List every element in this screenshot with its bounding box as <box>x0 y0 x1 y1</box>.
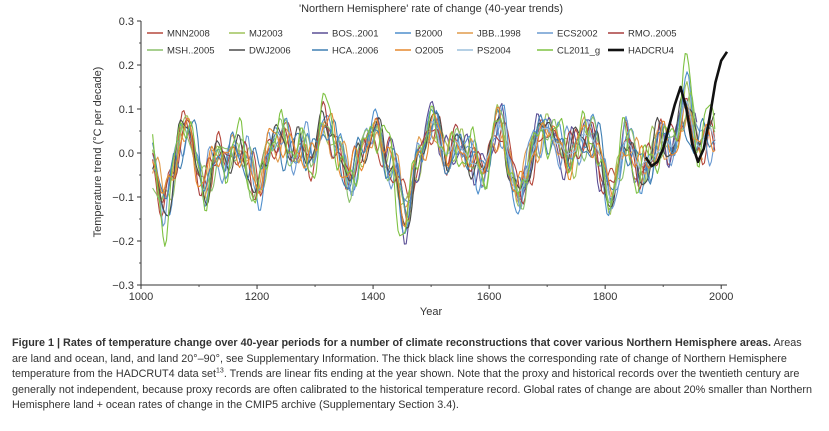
series-line-msh-2005 <box>152 91 716 223</box>
y-tick-label: 0.1 <box>119 104 134 116</box>
legend-label: PS2004 <box>477 46 511 57</box>
series-line-hadcru4 <box>644 51 729 168</box>
temperature-trend-chart: 'Northern Hemisphere' rate of change (40… <box>92 3 733 318</box>
caption-reference: 13 <box>216 367 224 375</box>
legend-label: O2005 <box>415 46 444 57</box>
legend-label: HCA..2006 <box>332 46 378 57</box>
y-tick-label: −0.2 <box>112 236 134 248</box>
legend-label: DWJ2006 <box>249 46 291 57</box>
x-axis-title: Year <box>420 306 443 318</box>
legend-label: HADCRU4 <box>628 46 674 57</box>
y-tick-label: −0.3 <box>112 280 134 292</box>
caption-body-end: . Trends are linear fits ending at the y… <box>12 368 813 412</box>
x-tick-label: 1800 <box>593 291 617 303</box>
y-tick-label: 0.0 <box>119 148 134 160</box>
legend-label: MSH..2005 <box>167 46 215 57</box>
legend-label: RMO..2005 <box>628 29 677 40</box>
legend-label: BOS..2001 <box>332 29 378 40</box>
legend-label: CL2011_g <box>557 46 600 57</box>
legend-label: MNN2008 <box>167 29 210 40</box>
x-tick-label: 1200 <box>245 291 269 303</box>
y-tick-label: −0.1 <box>112 192 134 204</box>
caption-body: Areas are land and ocean, land, and land… <box>12 337 802 381</box>
legend-label: ECS2002 <box>557 29 598 40</box>
x-tick-label: 2000 <box>709 291 733 303</box>
y-tick-label: 0.3 <box>119 16 134 28</box>
series-line-bos-2001 <box>372 98 698 245</box>
y-tick-label: 0.2 <box>119 60 134 72</box>
y-axis-title: Temperature trend (°C per decade) <box>92 67 104 238</box>
x-tick-label: 1000 <box>129 291 153 303</box>
caption-bold-text: Rates of temperature change over 40-year… <box>63 337 772 349</box>
legend-label: JBB..1998 <box>477 29 521 40</box>
legend-label: B2000 <box>415 29 442 40</box>
figure-caption: Figure 1 | Rates of temperature change o… <box>12 336 817 414</box>
legend-label: MJ2003 <box>249 29 283 40</box>
series-line-cl2011-g <box>152 52 716 247</box>
series-line-ps2004 <box>430 100 716 199</box>
x-tick-label: 1600 <box>477 291 501 303</box>
x-tick-label: 1400 <box>361 291 385 303</box>
caption-label: Figure 1 | <box>12 337 64 349</box>
chart-title: 'Northern Hemisphere' rate of change (40… <box>299 3 563 15</box>
